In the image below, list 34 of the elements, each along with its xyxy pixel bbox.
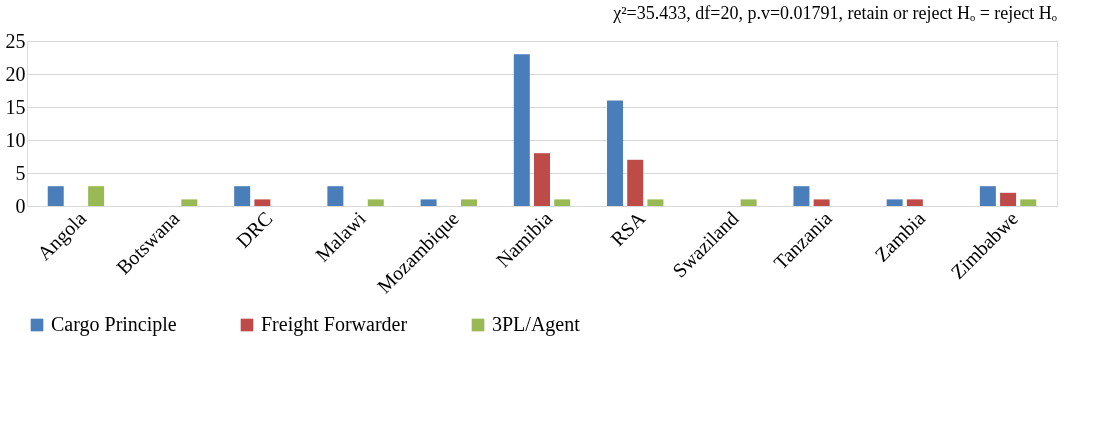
bar (647, 199, 664, 206)
bar (234, 186, 251, 206)
bar (513, 54, 530, 206)
bar (88, 186, 105, 206)
bar (627, 159, 644, 206)
text: χ²=35.433, df=20, p.v=0.01791, retain or reject Hₒ = reject Hₒ (612, 3, 1057, 23)
bar (47, 186, 64, 206)
x-tick-label: RSA (606, 206, 650, 251)
bar (793, 186, 810, 206)
bar (327, 186, 344, 206)
bar (740, 199, 757, 206)
bar (420, 199, 437, 206)
bar (1020, 199, 1037, 206)
bar (554, 199, 571, 206)
y-tick-label: 25 (5, 29, 26, 52)
bar (460, 199, 477, 206)
bar (534, 153, 550, 206)
legend-label: Freight Forwarder (261, 313, 408, 336)
bar (367, 199, 384, 206)
bar (181, 199, 198, 206)
y-tick-label: 20 (5, 62, 26, 85)
bar (906, 199, 923, 206)
bar (813, 199, 830, 206)
y-tick-label: 15 (5, 95, 26, 118)
bar (254, 199, 271, 206)
y-tick-label: 5 (15, 161, 26, 184)
bar (886, 199, 903, 206)
bar (1000, 192, 1017, 206)
bar (607, 100, 624, 206)
y-tick-label: 10 (5, 128, 26, 151)
legend-label: Cargo Principle (51, 313, 177, 336)
bar (979, 186, 996, 206)
y-tick-label: 0 (15, 194, 26, 217)
legend-label: 3PL/Agent (492, 313, 581, 336)
